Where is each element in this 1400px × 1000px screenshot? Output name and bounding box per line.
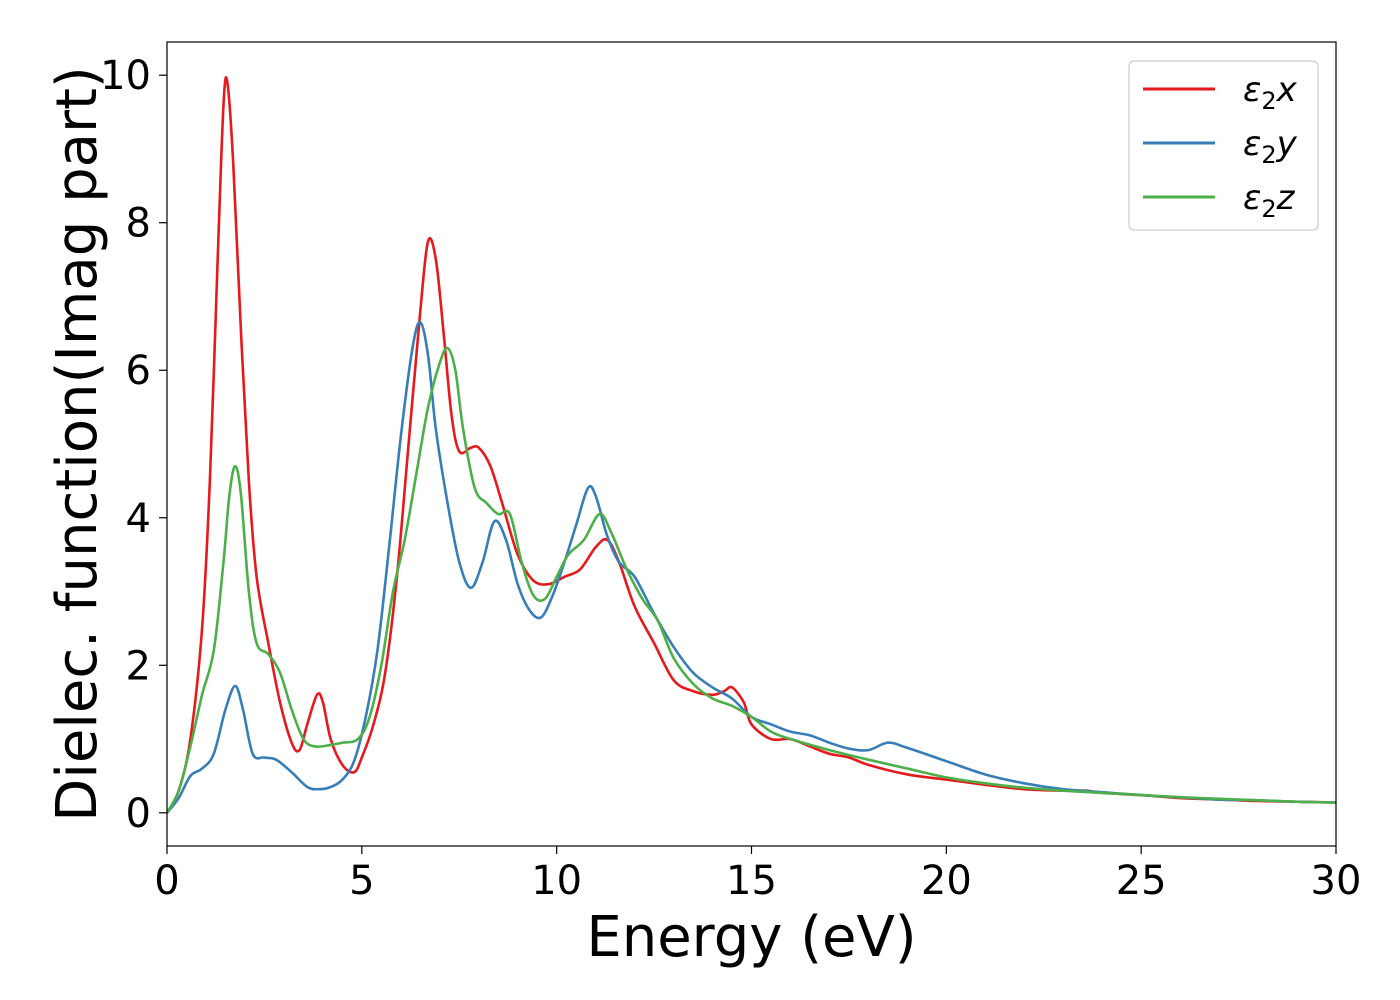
- x-tick-label: 15: [726, 858, 777, 904]
- x-tick-label: 20: [921, 858, 972, 904]
- y-tick-label: 4: [126, 496, 151, 542]
- y-axis-title: Dielec. function(Imag part): [45, 66, 110, 822]
- x-tick-label: 0: [154, 858, 179, 904]
- y-tick-label: 6: [126, 348, 151, 394]
- y-tick-label: 0: [126, 791, 151, 837]
- legend-label: ε2z: [1243, 178, 1296, 223]
- legend-label: ε2x: [1243, 70, 1298, 115]
- x-axis: 0 5 10 15 20 25 30: [154, 846, 1361, 904]
- x-tick-label: 10: [531, 858, 582, 904]
- legend-frame: [1128, 60, 1319, 231]
- x-tick-label: 5: [349, 858, 374, 904]
- y-tick-label: 10: [100, 53, 151, 99]
- legend: ε2x ε2y ε2z: [1128, 60, 1319, 231]
- series-line-z: [167, 346, 1336, 815]
- legend-item-y: ε2y: [1143, 124, 1298, 169]
- series-layer: [167, 76, 1336, 815]
- x-tick-label: 25: [1116, 858, 1167, 904]
- x-axis-title: Energy (eV): [586, 905, 916, 970]
- legend-item-x: ε2x: [1143, 70, 1298, 115]
- y-axis: 0 2 4 6 8 10: [100, 53, 167, 837]
- legend-label: ε2y: [1243, 124, 1298, 169]
- series-line-y: [167, 320, 1336, 815]
- y-tick-label: 2: [126, 643, 151, 689]
- series-line-x: [167, 76, 1336, 815]
- legend-item-z: ε2z: [1143, 178, 1296, 223]
- y-tick-label: 8: [126, 201, 151, 247]
- x-tick-label: 30: [1311, 858, 1362, 904]
